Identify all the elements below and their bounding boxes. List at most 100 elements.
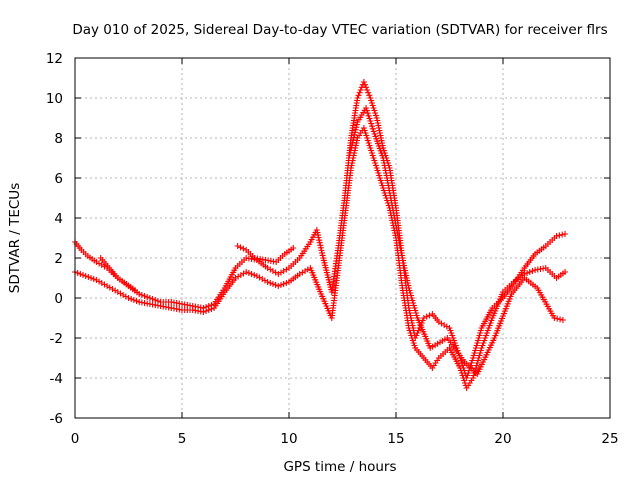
data-point xyxy=(125,295,132,301)
data-point xyxy=(351,131,358,138)
data-point xyxy=(272,282,279,288)
data-point xyxy=(114,289,121,295)
data-point xyxy=(240,245,247,252)
data-point xyxy=(365,112,372,119)
data-point xyxy=(352,126,359,133)
data-point xyxy=(237,272,244,278)
data-point xyxy=(248,271,255,277)
data-series-3 xyxy=(97,105,566,377)
chart-title: Day 010 of 2025, Sidereal Day-to-day VTE… xyxy=(72,22,607,38)
data-point xyxy=(122,293,129,300)
data-point xyxy=(277,269,284,276)
data-point xyxy=(85,274,92,280)
x-tick-labels: 0 5 10 15 20 25 xyxy=(71,431,619,447)
data-point xyxy=(370,128,377,135)
data-point xyxy=(235,273,242,280)
data-point xyxy=(74,270,81,276)
data-point xyxy=(353,121,360,128)
data-point xyxy=(136,291,143,297)
data-point xyxy=(234,243,241,249)
data-point xyxy=(256,274,263,281)
data-point xyxy=(348,142,355,149)
x-tick-label: 0 xyxy=(71,431,80,447)
data-point xyxy=(366,92,373,99)
data-point xyxy=(96,260,103,267)
data-point xyxy=(120,292,127,298)
data-point xyxy=(149,296,156,302)
data-point xyxy=(96,278,103,285)
data-point xyxy=(304,266,311,273)
y-axis-label: SDTVAR / TECUs xyxy=(7,183,23,293)
y-tick-label: -4 xyxy=(50,371,63,387)
data-point xyxy=(438,320,445,327)
grid-lines xyxy=(75,58,610,418)
data-point xyxy=(364,87,371,93)
y-tick-labels: -6 -4 -2 0 2 4 6 8 10 12 xyxy=(46,51,63,427)
y-tick-label: 12 xyxy=(46,51,63,67)
data-point xyxy=(280,268,287,274)
data-point xyxy=(82,273,89,279)
data-point xyxy=(559,231,566,238)
data-point xyxy=(269,268,276,274)
x-axis-label: GPS time / hours xyxy=(283,459,396,475)
data-point xyxy=(348,144,355,151)
data-point xyxy=(275,283,282,289)
data-point xyxy=(302,268,309,274)
data-point xyxy=(88,275,95,281)
data-point xyxy=(240,270,247,277)
y-tick-label: 0 xyxy=(54,291,63,307)
data-point xyxy=(128,296,135,302)
data-point xyxy=(208,306,215,312)
data-point xyxy=(275,271,282,277)
data-point xyxy=(355,92,362,99)
data-point xyxy=(264,279,271,285)
data-point xyxy=(280,281,287,287)
data-point xyxy=(349,139,356,146)
data-point xyxy=(554,315,561,322)
data-point xyxy=(426,312,433,319)
y-tick-label: -2 xyxy=(50,331,63,347)
data-point xyxy=(363,107,370,114)
y-tick-label: 6 xyxy=(54,171,63,187)
data-point xyxy=(420,315,427,321)
data-point xyxy=(364,110,371,117)
data-series-1 xyxy=(72,79,569,381)
data-point xyxy=(441,322,448,328)
data-point xyxy=(367,118,374,124)
data-point xyxy=(269,281,276,287)
y-tick-label: 8 xyxy=(54,131,63,147)
x-tick-label: 15 xyxy=(387,431,404,447)
data-point xyxy=(357,87,364,93)
x-tick-label: 20 xyxy=(494,431,511,447)
data-point xyxy=(251,272,258,278)
data-point xyxy=(556,232,563,239)
data-point xyxy=(77,271,84,277)
data-point xyxy=(443,323,450,330)
data-point xyxy=(117,290,124,297)
data-point xyxy=(104,283,111,289)
data-point xyxy=(350,137,357,143)
data-point xyxy=(283,280,290,286)
data-point xyxy=(112,287,119,294)
data-point xyxy=(144,294,151,300)
data-point xyxy=(283,266,290,273)
data-point xyxy=(93,277,100,283)
x-tick-label: 10 xyxy=(280,431,297,447)
data-point xyxy=(356,89,363,96)
data-point xyxy=(106,284,113,291)
data-points xyxy=(72,79,569,391)
data-point xyxy=(267,280,274,286)
data-point xyxy=(353,124,360,131)
data-point xyxy=(524,270,531,276)
data-point xyxy=(277,282,284,288)
data-point xyxy=(557,316,564,323)
data-point xyxy=(551,315,558,321)
data-point xyxy=(245,270,252,276)
data-point xyxy=(243,269,250,275)
data-point xyxy=(347,149,354,156)
data-point xyxy=(423,313,430,320)
data-point xyxy=(101,281,108,288)
data-point xyxy=(368,120,375,127)
